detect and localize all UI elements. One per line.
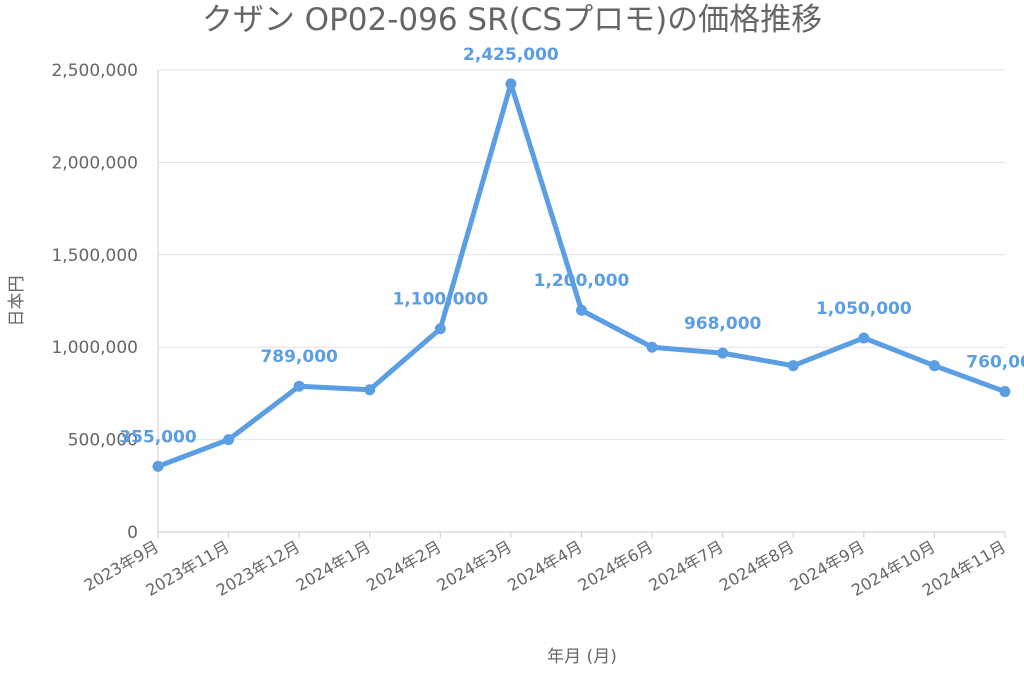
data-label: 1,050,000: [816, 299, 912, 319]
data-points: [152, 78, 1011, 472]
x-axis-label: 年月 (月): [547, 647, 617, 667]
x-tick-label: 2024年7月: [645, 537, 726, 595]
data-point: [223, 434, 235, 446]
x-tick-label: 2024年1月: [292, 537, 373, 595]
y-tick-label: 1,000,000: [51, 338, 138, 358]
data-point: [928, 360, 940, 372]
data-label: 1,100,000: [392, 290, 488, 310]
data-label: 1,200,000: [534, 271, 630, 291]
x-axis-ticks: 2023年9月2023年11月2023年12月2024年1月2024年2月202…: [81, 532, 1009, 600]
data-point: [999, 386, 1011, 398]
y-tick-label: 0: [127, 523, 138, 543]
data-point: [858, 332, 870, 344]
x-tick-label: 2024年4月: [504, 537, 585, 595]
y-tick-label: 500,000: [68, 431, 138, 451]
chart-title: クザン OP02-096 SR(CSプロモ)の価格推移: [202, 2, 822, 38]
data-point: [364, 384, 376, 396]
y-tick-label: 1,500,000: [51, 246, 138, 266]
data-label: 760,000: [966, 353, 1024, 373]
data-labels: 355,000 789,000 1,100,000 2,425,000 1,200,00…: [119, 45, 1024, 448]
data-point: [787, 360, 799, 372]
data-label: 789,000: [260, 347, 338, 367]
data-point: [293, 380, 305, 392]
data-label: 2,425,000: [463, 45, 559, 65]
x-tick-label: 2024年8月: [716, 537, 797, 595]
data-label: 968,000: [684, 314, 762, 334]
x-tick-label: 2024年2月: [363, 537, 444, 595]
x-tick-label: 2024年3月: [434, 537, 515, 595]
data-point: [646, 341, 658, 353]
data-point: [576, 304, 587, 316]
y-axis-ticks: 0 500,000 1,000,000 1,500,000 2,000,000 2,500…: [51, 61, 138, 543]
data-point: [717, 347, 729, 359]
data-point: [434, 323, 446, 335]
data-label: 355,000: [119, 427, 197, 447]
data-point: [505, 78, 517, 90]
y-axis-label: 日本円: [7, 276, 27, 327]
grid-lines: [158, 69, 1005, 441]
data-point: [152, 460, 164, 472]
y-tick-label: 2,500,000: [51, 61, 138, 81]
x-tick-label: 2024年6月: [575, 537, 656, 595]
y-tick-label: 2,000,000: [51, 153, 138, 173]
